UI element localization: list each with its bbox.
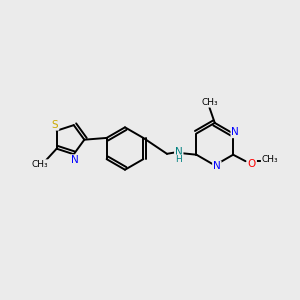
- Text: N: N: [231, 127, 239, 137]
- Text: N: N: [175, 147, 183, 157]
- Text: N: N: [213, 161, 221, 172]
- Text: CH₃: CH₃: [201, 98, 218, 107]
- Text: O: O: [248, 158, 256, 169]
- Text: S: S: [52, 120, 59, 130]
- Text: CH₃: CH₃: [262, 155, 278, 164]
- Text: CH₃: CH₃: [32, 160, 48, 169]
- Text: H: H: [176, 155, 182, 164]
- Text: N: N: [71, 155, 79, 165]
